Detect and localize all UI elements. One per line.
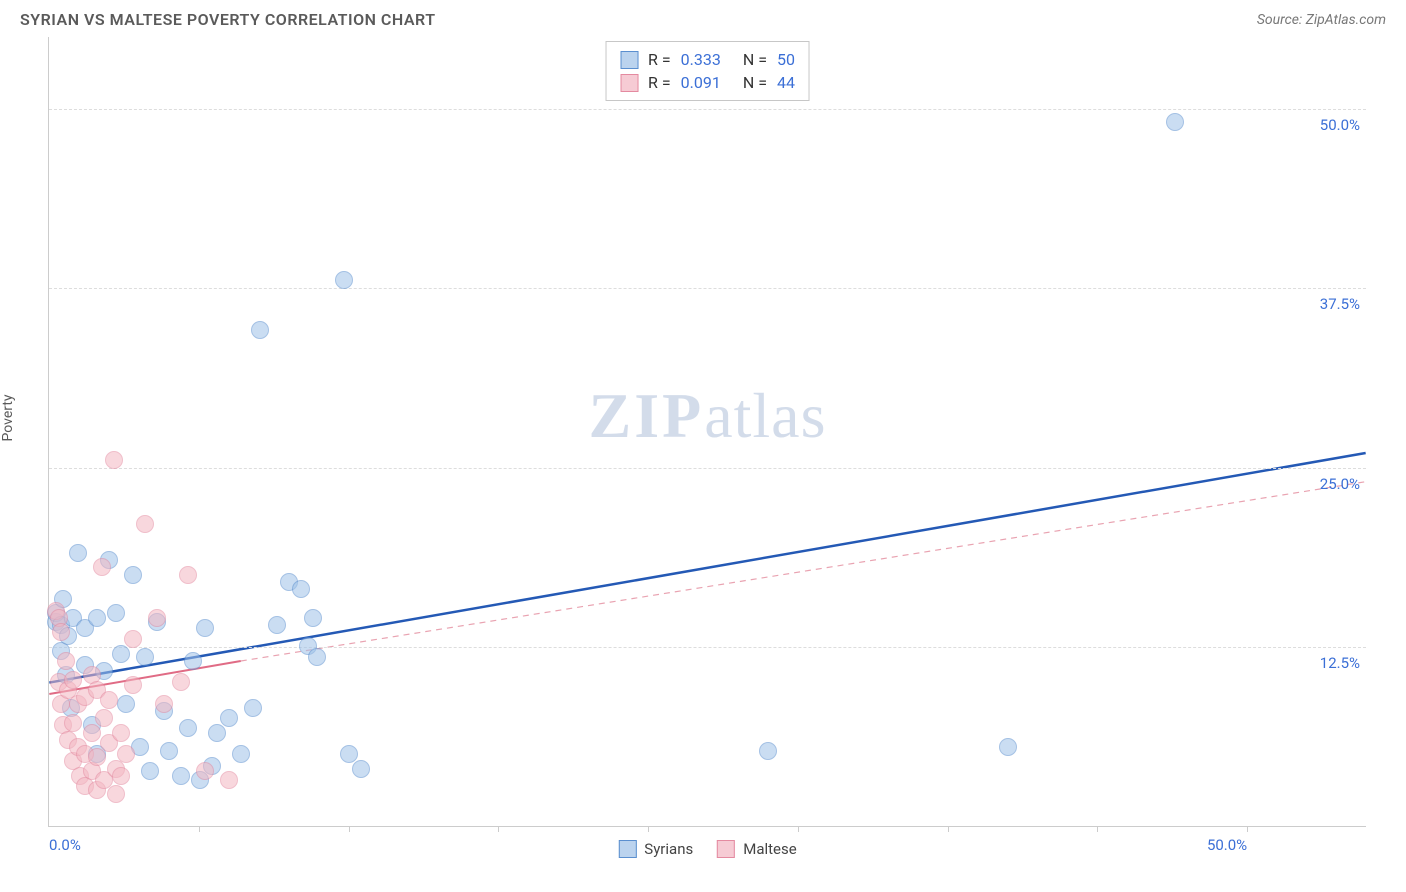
gridline <box>49 109 1366 110</box>
data-point <box>136 515 154 533</box>
y-tick-label: 37.5% <box>1320 295 1360 313</box>
data-point <box>196 619 214 637</box>
data-point <box>172 767 190 785</box>
data-point <box>184 652 202 670</box>
data-point <box>52 623 70 641</box>
data-point <box>160 742 178 760</box>
data-point <box>308 648 326 666</box>
source-label: Source: ZipAtlas.com <box>1257 12 1386 28</box>
gridline <box>49 288 1366 289</box>
stat-n-label: N = <box>743 50 767 69</box>
gridline <box>49 468 1366 469</box>
y-tick-label: 12.5% <box>1320 654 1360 672</box>
data-point <box>105 451 123 469</box>
data-point <box>220 771 238 789</box>
data-point <box>155 695 173 713</box>
legend-swatch <box>618 840 636 858</box>
data-point <box>100 691 118 709</box>
x-tick <box>1097 826 1098 832</box>
legend-item: Maltese <box>717 840 796 858</box>
data-point <box>220 709 238 727</box>
data-point <box>304 609 322 627</box>
data-point <box>136 648 154 666</box>
scatter-plot: ZIPatlas R = 0.333N = 50R = 0.091N = 44 … <box>48 37 1366 827</box>
data-point <box>117 745 135 763</box>
data-point <box>69 544 87 562</box>
data-point <box>179 566 197 584</box>
stats-row: R = 0.333 N = 50 <box>620 48 795 71</box>
data-point <box>88 609 106 627</box>
data-point <box>124 566 142 584</box>
chart-title: SYRIAN VS MALTESE POVERTY CORRELATION CH… <box>20 10 436 29</box>
data-point <box>208 724 226 742</box>
y-tick-label: 25.0% <box>1320 475 1360 493</box>
stats-legend-box: R = 0.333 N = 50 R = 0.091 N = 44 <box>605 41 810 101</box>
stat-r-label: R = <box>648 73 671 92</box>
gridline <box>49 647 1366 648</box>
x-tick <box>498 826 499 832</box>
x-tick <box>798 826 799 832</box>
data-point <box>244 699 262 717</box>
data-point <box>95 709 113 727</box>
data-point <box>93 558 111 576</box>
legend-swatch <box>620 51 638 69</box>
data-point <box>112 767 130 785</box>
data-point <box>148 609 166 627</box>
x-tick <box>648 826 649 832</box>
data-point <box>335 271 353 289</box>
data-point <box>88 748 106 766</box>
data-point <box>57 652 75 670</box>
x-tick <box>199 826 200 832</box>
data-point <box>124 630 142 648</box>
data-point <box>292 580 310 598</box>
data-point <box>124 676 142 694</box>
x-tick <box>349 826 350 832</box>
stat-n-value: 44 <box>777 73 795 92</box>
data-point <box>999 738 1017 756</box>
x-tick-label: 50.0% <box>1207 836 1247 854</box>
legend-item: Syrians <box>618 840 693 858</box>
stat-n-value: 50 <box>777 50 795 69</box>
stat-r-value: 0.333 <box>681 50 721 69</box>
legend-label: Syrians <box>644 840 693 858</box>
watermark: ZIPatlas <box>589 379 827 453</box>
data-point <box>64 671 82 689</box>
data-point <box>268 616 286 634</box>
y-axis-label: Poverty <box>0 394 16 441</box>
series-legend: Syrians Maltese <box>618 840 796 858</box>
chart-container: Poverty ZIPatlas R = 0.333N = 50R = 0.09… <box>20 37 1386 877</box>
data-point <box>172 673 190 691</box>
legend-swatch <box>717 840 735 858</box>
data-point <box>759 742 777 760</box>
x-tick <box>1247 826 1248 832</box>
data-point <box>352 760 370 778</box>
data-point <box>141 762 159 780</box>
x-tick <box>948 826 949 832</box>
data-point <box>1166 113 1184 131</box>
data-point <box>117 695 135 713</box>
stat-n-label: N = <box>743 73 767 92</box>
data-point <box>196 762 214 780</box>
data-point <box>112 724 130 742</box>
data-point <box>83 724 101 742</box>
data-point <box>112 645 130 663</box>
data-point <box>107 604 125 622</box>
data-point <box>179 719 197 737</box>
stat-r-value: 0.091 <box>681 73 721 92</box>
data-point <box>107 785 125 803</box>
x-tick-label: 0.0% <box>49 836 81 854</box>
legend-swatch <box>620 74 638 92</box>
data-point <box>251 321 269 339</box>
data-point <box>64 714 82 732</box>
data-point <box>232 745 250 763</box>
stats-row: R = 0.091 N = 44 <box>620 71 795 94</box>
y-tick-label: 50.0% <box>1320 116 1360 134</box>
stat-r-label: R = <box>648 50 671 69</box>
legend-label: Maltese <box>743 840 796 858</box>
